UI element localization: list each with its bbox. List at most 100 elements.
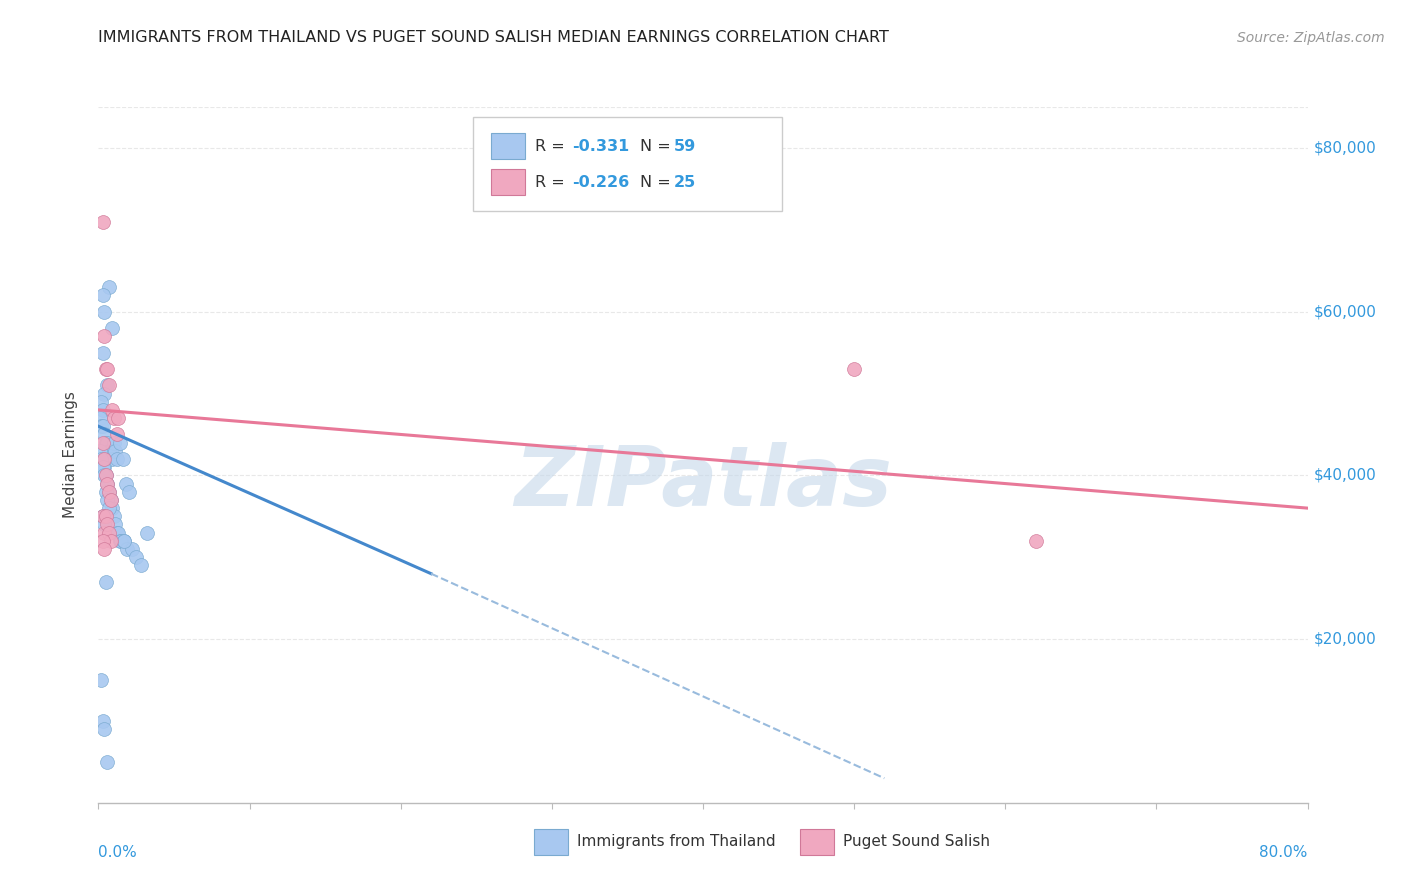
Point (101, 321, 124, 335)
Point (107, 525, 129, 540)
Point (98, 280, 121, 294)
Point (121, 542, 143, 557)
Point (96, 362, 118, 376)
Point (105, 525, 128, 540)
Point (94, 435, 117, 450)
Point (844, 362, 866, 376)
Point (98, 484, 121, 499)
Text: N =: N = (640, 138, 676, 153)
Point (90, 673, 112, 687)
Point (129, 558, 152, 573)
Point (96, 378, 118, 392)
Text: $80,000: $80,000 (1313, 140, 1376, 155)
Point (103, 435, 125, 450)
Point (104, 517, 127, 532)
Point (96, 435, 118, 450)
Point (94, 362, 117, 376)
Point (91, 214, 114, 228)
FancyBboxPatch shape (800, 829, 834, 855)
Point (96, 476, 118, 491)
Point (98, 484, 121, 499)
Point (115, 542, 138, 557)
Point (93, 517, 115, 532)
Point (93, 386, 115, 401)
Point (112, 533, 135, 548)
Point (100, 492, 122, 507)
Point (93, 468, 115, 483)
Text: 59: 59 (673, 138, 696, 153)
Point (104, 443, 127, 458)
Text: 80.0%: 80.0% (1260, 845, 1308, 860)
Point (98, 443, 121, 458)
Text: ZIPatlas: ZIPatlas (515, 442, 891, 524)
Text: $20,000: $20,000 (1313, 632, 1376, 647)
Point (93, 460, 115, 475)
Point (91, 288, 114, 302)
Point (96, 492, 118, 507)
Text: Source: ZipAtlas.com: Source: ZipAtlas.com (1237, 30, 1385, 45)
Point (91, 345, 114, 359)
Point (101, 403, 124, 417)
FancyBboxPatch shape (492, 133, 526, 159)
Point (1024, 533, 1046, 548)
Point (105, 427, 128, 442)
Point (90, 452, 112, 467)
Point (103, 411, 125, 425)
Point (93, 525, 115, 540)
Point (100, 533, 122, 548)
Point (96, 476, 118, 491)
Point (96, 517, 118, 532)
FancyBboxPatch shape (492, 169, 526, 195)
Point (101, 452, 124, 467)
Point (89, 411, 111, 425)
Point (93, 722, 115, 736)
Point (93, 427, 115, 442)
Point (100, 443, 122, 458)
Point (93, 304, 115, 318)
Point (110, 533, 132, 548)
Point (91, 419, 114, 434)
Text: -0.226: -0.226 (572, 175, 630, 190)
Y-axis label: Median Earnings: Median Earnings (63, 392, 77, 518)
Text: 25: 25 (673, 175, 696, 190)
Point (112, 533, 135, 548)
Point (108, 435, 131, 450)
Point (114, 476, 136, 491)
Point (111, 452, 134, 467)
Point (93, 329, 115, 343)
Text: Immigrants from Thailand: Immigrants from Thailand (578, 834, 776, 849)
Point (118, 484, 141, 499)
Point (94, 484, 117, 499)
Point (91, 403, 114, 417)
Text: -0.331: -0.331 (572, 138, 630, 153)
Point (98, 525, 121, 540)
Text: $40,000: $40,000 (1313, 468, 1376, 483)
Point (94, 468, 117, 483)
Point (94, 468, 117, 483)
Text: IMMIGRANTS FROM THAILAND VS PUGET SOUND SALISH MEDIAN EARNINGS CORRELATION CHART: IMMIGRANTS FROM THAILAND VS PUGET SOUND … (98, 29, 890, 45)
Text: 0.0%: 0.0% (98, 845, 138, 860)
Text: R =: R = (534, 175, 569, 190)
Text: R =: R = (534, 138, 569, 153)
Point (89, 443, 111, 458)
Text: Puget Sound Salish: Puget Sound Salish (844, 834, 990, 849)
Point (94, 574, 117, 589)
Point (93, 452, 115, 467)
Point (91, 452, 114, 467)
Point (98, 501, 121, 516)
Text: N =: N = (640, 175, 676, 190)
FancyBboxPatch shape (474, 118, 782, 211)
Point (96, 755, 118, 769)
Point (107, 411, 129, 425)
Point (91, 460, 114, 475)
Point (100, 492, 122, 507)
Text: $60,000: $60,000 (1313, 304, 1376, 319)
FancyBboxPatch shape (534, 829, 568, 855)
Point (91, 435, 114, 450)
Point (90, 419, 112, 434)
Point (108, 533, 131, 548)
Point (91, 509, 114, 524)
Point (101, 501, 124, 516)
Point (125, 550, 148, 565)
Point (93, 542, 115, 557)
